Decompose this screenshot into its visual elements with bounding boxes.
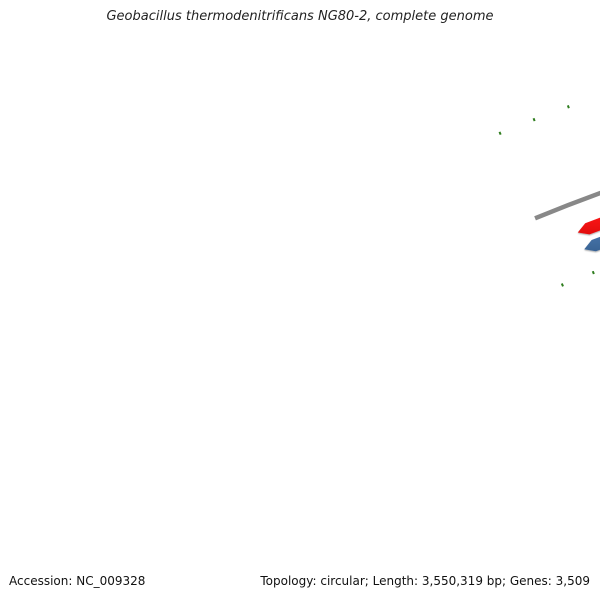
gene-arrow-sheen [584, 236, 600, 252]
minor-tick [591, 270, 595, 275]
outer-scale-ticks [498, 105, 570, 136]
accession-text: Accession: NC_009328 [9, 574, 146, 588]
minor-tick [560, 283, 564, 287]
genome-title: Geobacillus thermodenitrificans NG80-2, … [106, 9, 494, 24]
minor-tick [566, 105, 570, 109]
genes-layer [577, 171, 600, 252]
minor-tick [532, 117, 536, 122]
topology-text: Topology: circular; Length: 3,550,319 bp… [260, 574, 590, 588]
gene-arrow-sheen [577, 217, 600, 235]
gene-gtng_1494[interactable] [584, 188, 600, 252]
gene-r9[interactable] [577, 171, 600, 235]
inner-scale-ticks [560, 270, 595, 287]
minor-tick [498, 131, 502, 136]
